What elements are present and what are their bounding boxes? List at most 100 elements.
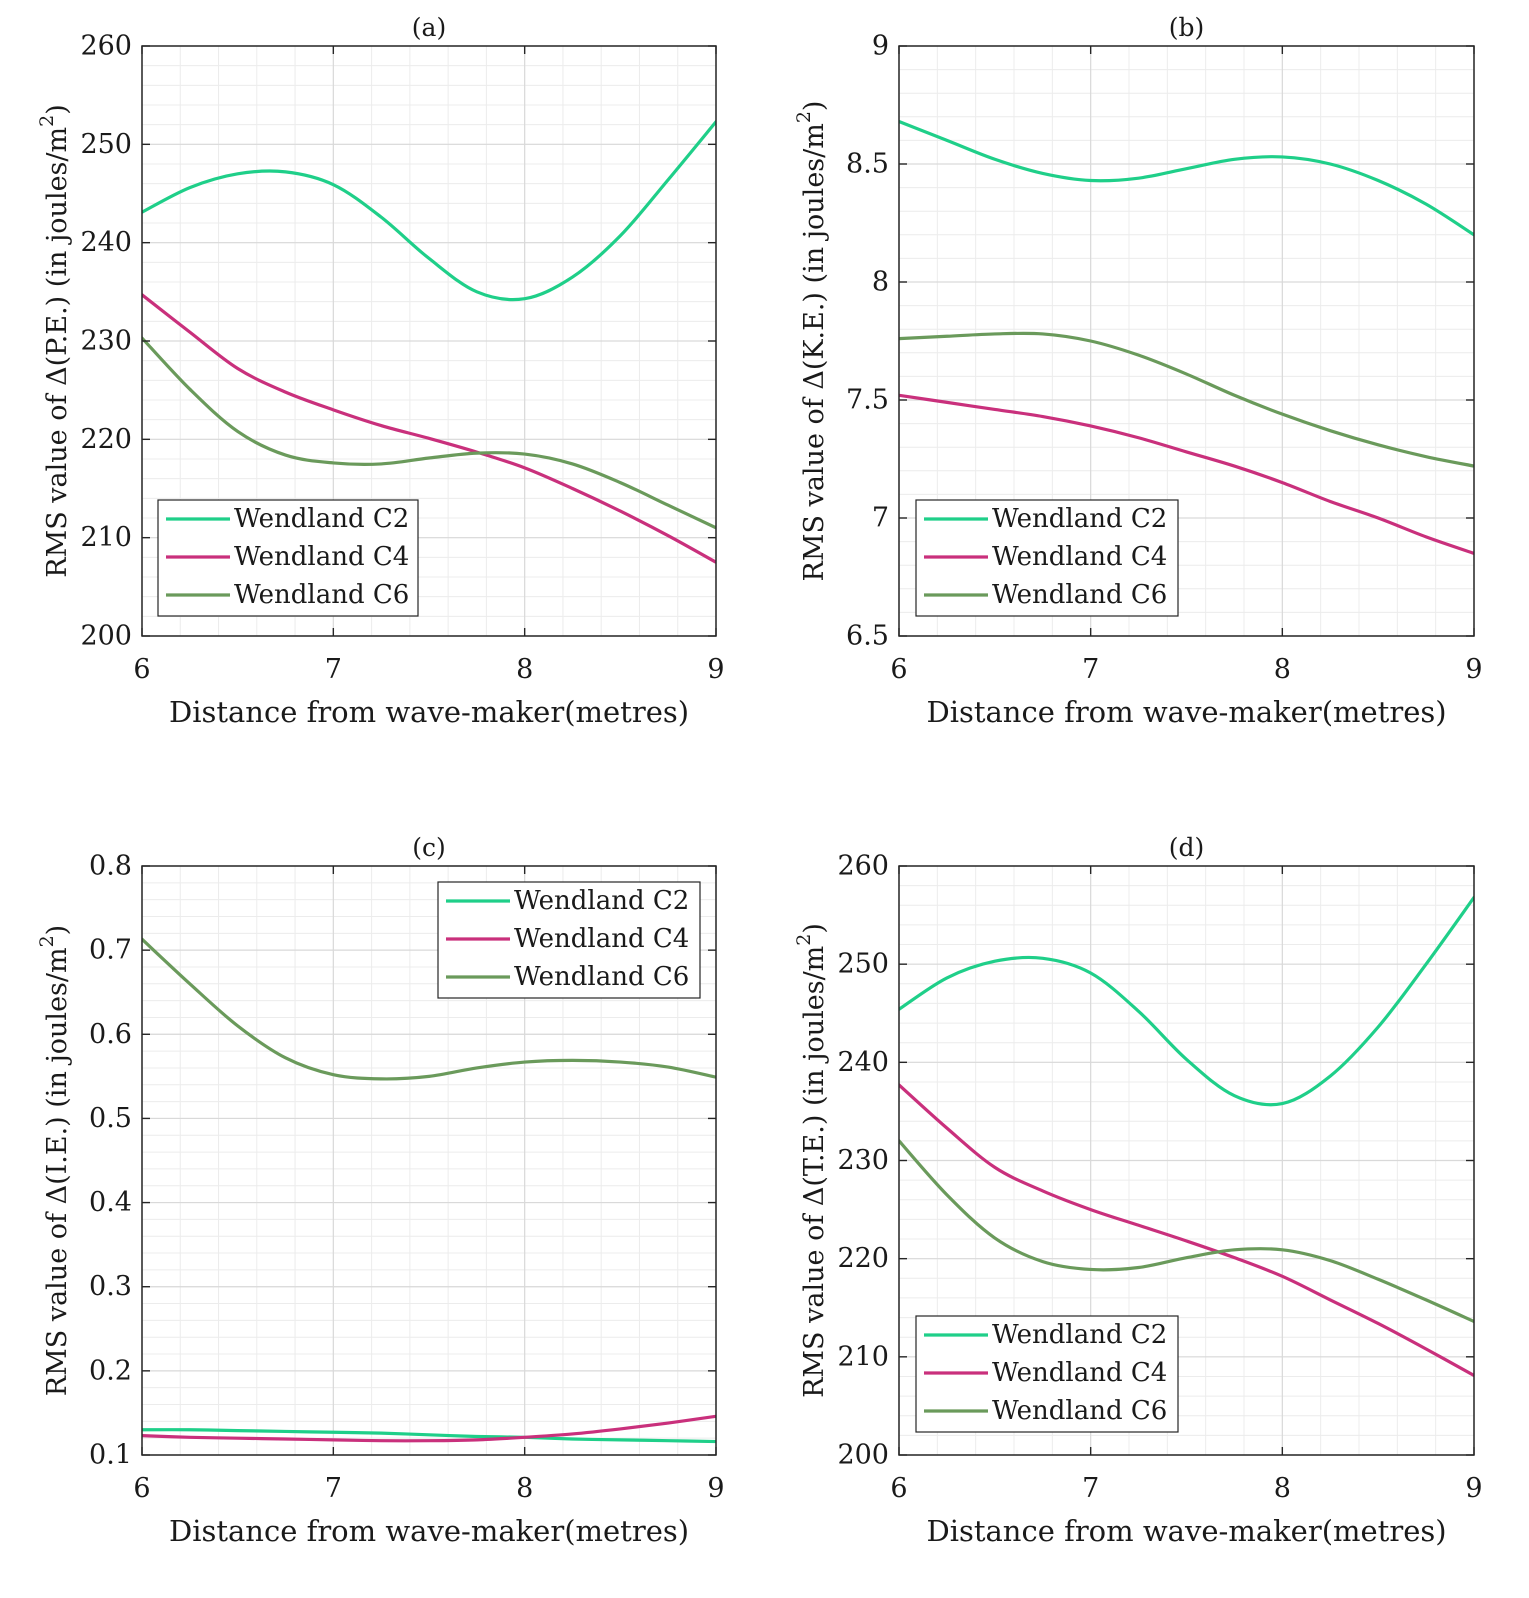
panel-3: 6 7 8 9 200 210 220 230 240 250 260 (d) Distance fro…: [793, 833, 1483, 1548]
panel-1-x-tick-label: 6: [890, 654, 907, 685]
panel-2-series-line-wendland-c4: [142, 1414, 716, 1443]
panel-0-x-tick-label: 8: [516, 654, 533, 685]
panel-0-title: (a): [412, 13, 446, 42]
panel-1-x-tick-label: 7: [1082, 654, 1099, 685]
panel-2-y-tick-label: 0.4: [89, 1187, 132, 1218]
panel-0-series-group: [142, 120, 716, 564]
panel-2-y-tick-label: 0.8: [89, 851, 132, 882]
panel-0-ylabel: RMS value of Δ(P.E.) (in joules/m2): [36, 104, 73, 578]
panel-0-y-tick-label: 250: [80, 129, 132, 160]
panel-2-axes-box: [141, 865, 717, 1456]
panel-2-ylabel: RMS value of Δ(I.E.) (in joules/m2): [36, 925, 73, 1396]
panel-1-ylabel-sup: 2: [793, 111, 815, 123]
panel-3-y-tick-label: 260: [837, 851, 889, 882]
panel-3-x-tick-label: 8: [1274, 1473, 1291, 1504]
panel-2-title: (c): [412, 833, 446, 862]
panel-0-xlabel: Distance from wave-maker(metres): [169, 695, 689, 729]
panel-0-legend-label-wendland-c2: Wendland C2: [234, 504, 409, 534]
panel-2-series-group: [142, 937, 716, 1444]
panel-0-x-tick-label: 7: [325, 654, 342, 685]
panel-2-y-tick-label: 0.7: [89, 935, 132, 966]
panel-1-series-line-wendland-c2: [899, 119, 1474, 237]
panel-2-ylabel-sup: 2: [36, 935, 58, 947]
panel-3-legend-label-wendland-c2: Wendland C2: [992, 1320, 1167, 1350]
panel-0-y-tick-label: 230: [80, 326, 132, 357]
panel-3-y-tick-label: 240: [837, 1047, 889, 1078]
panel-1-legend-label-wendland-c2: Wendland C2: [992, 504, 1167, 534]
panel-0-y-tick-label: 220: [80, 424, 132, 455]
panel-3-xlabel: Distance from wave-maker(metres): [926, 1514, 1446, 1548]
panel-2-x-tick-label: 6: [133, 1473, 150, 1504]
panel-1-y-tick-label: 6.5: [846, 621, 889, 652]
panel-1-y-tick-label: 9: [872, 31, 889, 62]
panel-0-ylabel-sup: 2: [36, 115, 58, 127]
panel-0-series-line-wendland-c6: [142, 336, 716, 530]
panel-1: 6 7 8 9 6.5 7 7.5 8 8.5 9 (b) Distance from wave-ma…: [793, 13, 1483, 729]
panel-0-series-line-wendland-c4: [142, 293, 716, 564]
panel-2-ylabel-end: ): [42, 925, 73, 936]
panel-1-xlabel: Distance from wave-maker(metres): [926, 695, 1446, 729]
panel-1-series-line-wendland-c4: [899, 393, 1474, 555]
panel-3-legend: Wendland C2 Wendland C4 Wendland C6: [915, 1315, 1179, 1433]
panel-2-y-tick-label: 0.2: [89, 1355, 132, 1386]
panel-1-legend-label-wendland-c4: Wendland C4: [992, 542, 1167, 572]
panel-1-axes-box: [898, 45, 1475, 637]
panel-0-ylabel-main: RMS value of Δ(P.E.) (in joules/m: [42, 127, 73, 578]
panel-0-x-tick-label: 9: [707, 654, 724, 685]
panel-3-y-tick-label: 210: [837, 1341, 889, 1372]
panel-3-ylabel-end: ): [799, 923, 830, 934]
panel-3-series-line-wendland-c2: [899, 895, 1474, 1107]
panel-1-y-tick-label: 8.5: [846, 149, 889, 180]
panel-0-ylabel-end: ): [42, 104, 73, 115]
panel-0-y-tick-label: 200: [80, 621, 132, 652]
panel-1-y-tick-label: 7: [872, 503, 889, 534]
panel-1-x-tick-label: 9: [1465, 654, 1482, 685]
panel-2-series-line-wendland-c2: [142, 1428, 716, 1444]
panel-2-x-tick-label: 8: [516, 1473, 533, 1504]
panel-2-x-tick-label: 9: [707, 1473, 724, 1504]
panel-2-y-tick-label: 0.6: [89, 1019, 132, 1050]
panel-3-legend-label-wendland-c4: Wendland C4: [992, 1358, 1167, 1388]
panel-3-legend-label-wendland-c6: Wendland C6: [992, 1396, 1167, 1426]
panel-1-series-line-wendland-c6: [899, 331, 1474, 468]
panel-3-series-line-wendland-c6: [899, 1139, 1474, 1324]
panel-3-series-group: [899, 895, 1474, 1378]
panel-0-x-tick-label: 6: [133, 654, 150, 685]
panel-0-y-tick-label: 260: [80, 31, 132, 62]
panel-2-ylabel-main: RMS value of Δ(I.E.) (in joules/m: [42, 947, 73, 1396]
panel-2-legend-label-wendland-c2: Wendland C2: [514, 886, 689, 916]
panel-2-legend-label-wendland-c4: Wendland C4: [514, 924, 689, 954]
panel-0-y-tick-label: 240: [80, 227, 132, 258]
panel-2-y-tick-label: 0.1: [89, 1440, 132, 1471]
panel-0-series-line-wendland-c2: [142, 120, 716, 302]
panel-3-y-tick-label: 200: [837, 1440, 889, 1471]
panel-2-y-tick-label: 0.5: [89, 1103, 132, 1134]
panel-1-y-tick-label: 7.5: [846, 385, 889, 416]
panel-1-legend: Wendland C2 Wendland C4 Wendland C6: [915, 499, 1179, 617]
panel-1-y-tick-label: 8: [872, 267, 889, 298]
panel-2-series-line-wendland-c6: [142, 937, 716, 1081]
panel-1-ylabel: RMS value of Δ(K.E.) (in joules/m2): [793, 101, 830, 582]
panel-2-y-tick-label: 0.3: [89, 1271, 132, 1302]
panel-0-y-tick-label: 210: [80, 522, 132, 553]
panel-1-ylabel-main: RMS value of Δ(K.E.) (in joules/m: [799, 123, 830, 581]
panel-3-y-tick-label: 220: [837, 1243, 889, 1274]
panel-3-x-tick-label: 6: [890, 1473, 907, 1504]
panel-0-legend: Wendland C2 Wendland C4 Wendland C6: [157, 499, 419, 617]
panel-3-x-tick-label: 9: [1465, 1473, 1482, 1504]
panel-1-ylabel-end: ): [799, 101, 830, 112]
panel-3-title: (d): [1169, 833, 1205, 862]
panel-2: 6 7 8 9 0.1 0.2 0.3 0.4 0.5 0.6 0.7 0.8 (c) Distance …: [36, 833, 725, 1548]
panel-2-xlabel: Distance from wave-maker(metres): [169, 1514, 689, 1548]
panel-3-ylabel-sup: 2: [793, 934, 815, 946]
panel-0-legend-label-wendland-c4: Wendland C4: [234, 542, 409, 572]
panel-3-ylabel: RMS value of Δ(T.E.) (in joules/m2): [793, 923, 830, 1398]
panel-1-series-group: [899, 119, 1474, 555]
panel-3-ylabel-main: RMS value of Δ(T.E.) (in joules/m: [799, 946, 830, 1398]
panel-2-x-tick-label: 7: [325, 1473, 342, 1504]
panel-3-y-tick-label: 230: [837, 1145, 889, 1176]
panel-3-y-tick-label: 250: [837, 949, 889, 980]
panel-1-title: (b): [1169, 13, 1205, 42]
